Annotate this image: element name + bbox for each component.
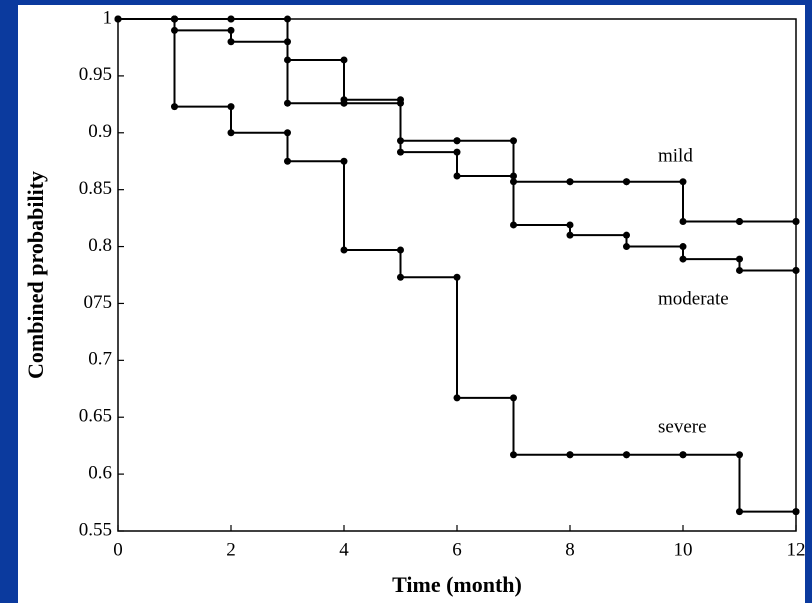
point xyxy=(284,157,291,165)
point xyxy=(284,38,291,46)
point xyxy=(227,15,235,23)
point xyxy=(736,451,743,459)
y-tick-label: 0.8 xyxy=(88,235,112,256)
point xyxy=(510,221,517,229)
point xyxy=(510,451,517,459)
point xyxy=(736,266,743,274)
point xyxy=(397,99,404,107)
point xyxy=(792,266,800,274)
point xyxy=(623,243,630,251)
point xyxy=(227,129,235,137)
x-tick-label: 8 xyxy=(565,539,575,560)
point xyxy=(736,255,743,263)
x-tick-label: 2 xyxy=(226,539,236,560)
x-tick-label: 12 xyxy=(787,539,806,560)
series-label: mild xyxy=(658,145,693,166)
point xyxy=(736,508,743,516)
point xyxy=(171,103,178,111)
y-tick-label: 0.65 xyxy=(79,406,112,427)
point xyxy=(171,15,178,23)
point xyxy=(679,243,687,251)
point xyxy=(284,99,291,107)
point xyxy=(566,231,574,239)
point xyxy=(623,231,630,239)
point xyxy=(227,38,235,46)
point xyxy=(397,148,404,156)
point xyxy=(340,246,348,254)
x-axis-title: Time (month) xyxy=(392,572,522,597)
point xyxy=(453,172,461,180)
point xyxy=(566,178,574,186)
y-tick-label: 0.6 xyxy=(88,462,112,483)
point xyxy=(453,137,461,145)
y-tick-label: 0.85 xyxy=(79,178,112,199)
panel xyxy=(18,5,805,603)
x-tick-label: 6 xyxy=(452,539,462,560)
point xyxy=(284,15,291,23)
x-tick-label: 4 xyxy=(339,539,349,560)
series-label: moderate xyxy=(658,288,729,309)
series-label: severe xyxy=(658,416,707,437)
point xyxy=(453,273,461,281)
point xyxy=(679,255,687,263)
point xyxy=(453,394,461,402)
y-tick-label: 1 xyxy=(103,7,113,28)
x-tick-label: 0 xyxy=(113,539,123,560)
y-tick-label: 0.55 xyxy=(79,519,112,540)
point xyxy=(284,129,291,137)
point xyxy=(679,178,687,186)
point xyxy=(227,103,235,111)
point xyxy=(566,451,574,459)
point xyxy=(623,451,630,459)
y-tick-label: 075 xyxy=(84,292,113,313)
point xyxy=(679,218,687,226)
point xyxy=(623,178,630,186)
y-axis-title: Combined probability xyxy=(23,171,48,379)
point xyxy=(566,221,574,229)
point xyxy=(736,218,743,226)
point xyxy=(397,246,404,254)
y-tick-label: 0.95 xyxy=(79,64,112,85)
point xyxy=(510,394,517,402)
point xyxy=(340,56,348,64)
point xyxy=(114,15,122,23)
point xyxy=(510,137,517,145)
point xyxy=(340,157,348,165)
point xyxy=(340,99,348,107)
point xyxy=(792,218,800,226)
point xyxy=(679,451,687,459)
x-tick-label: 10 xyxy=(674,539,693,560)
point xyxy=(227,26,235,34)
point xyxy=(792,508,800,516)
point xyxy=(510,172,517,180)
point xyxy=(397,273,404,281)
y-tick-label: 0.7 xyxy=(88,349,112,370)
point xyxy=(453,148,461,156)
y-tick-label: 0.9 xyxy=(88,121,112,142)
